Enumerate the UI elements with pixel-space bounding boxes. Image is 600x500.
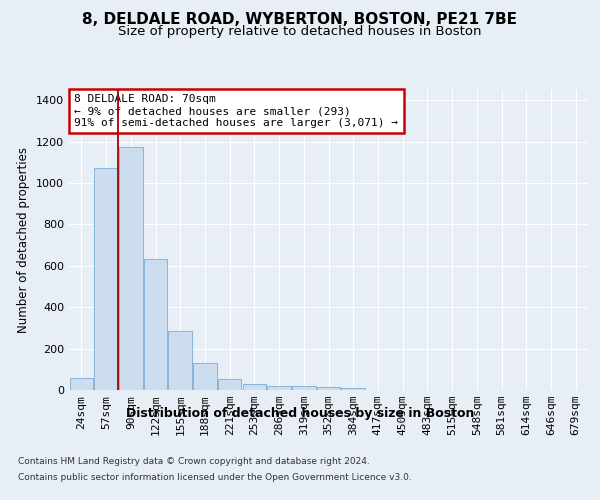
Text: 8 DELDALE ROAD: 70sqm
← 9% of detached houses are smaller (293)
91% of semi-deta: 8 DELDALE ROAD: 70sqm ← 9% of detached h… bbox=[74, 94, 398, 128]
Bar bbox=[317, 387, 340, 390]
Bar bbox=[144, 258, 167, 390]
Bar bbox=[193, 363, 217, 390]
Bar bbox=[70, 378, 93, 390]
Y-axis label: Number of detached properties: Number of detached properties bbox=[17, 147, 31, 333]
Bar bbox=[268, 386, 291, 390]
Bar bbox=[341, 388, 365, 390]
Bar bbox=[218, 378, 241, 390]
Text: Contains public sector information licensed under the Open Government Licence v3: Contains public sector information licen… bbox=[18, 472, 412, 482]
Bar bbox=[94, 168, 118, 390]
Bar bbox=[119, 147, 143, 390]
Text: Distribution of detached houses by size in Boston: Distribution of detached houses by size … bbox=[126, 408, 474, 420]
Text: Contains HM Land Registry data © Crown copyright and database right 2024.: Contains HM Land Registry data © Crown c… bbox=[18, 458, 370, 466]
Text: Size of property relative to detached houses in Boston: Size of property relative to detached ho… bbox=[118, 25, 482, 38]
Bar bbox=[242, 384, 266, 390]
Bar bbox=[169, 331, 192, 390]
Text: 8, DELDALE ROAD, WYBERTON, BOSTON, PE21 7BE: 8, DELDALE ROAD, WYBERTON, BOSTON, PE21 … bbox=[83, 12, 517, 28]
Bar bbox=[292, 386, 316, 390]
